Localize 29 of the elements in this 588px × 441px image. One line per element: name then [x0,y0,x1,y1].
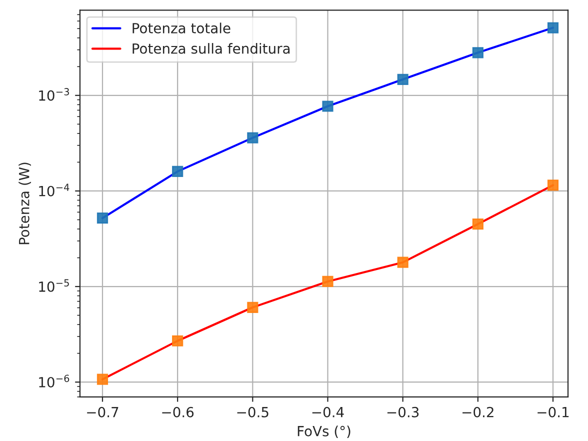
point [397,74,408,85]
y-tick-label: 10$^{−3}$ [39,88,69,101]
point [172,166,184,178]
point [96,374,108,385]
x-tick-label: −0.5 [237,406,268,418]
y-tick-label: 10$^{−6}$ [39,374,70,388]
x-tick-label: −0.4 [312,406,344,418]
x-tick-label: −0.6 [162,406,194,418]
point [247,302,258,313]
y-tick-label: 10$^{−4}$ [39,184,70,196]
x-tick-label: −0.2 [462,406,494,418]
point [397,256,408,268]
x-tick-label: −0.7 [87,406,118,418]
y-axis-title: Potenza (W) [18,162,31,244]
point [172,335,184,346]
legend-label: Potenza sulla fenditura [132,43,290,54]
point [472,47,484,58]
y-tick-label: 10$^{−5}$ [39,279,69,292]
point [322,276,334,288]
point [96,212,108,224]
point [547,22,559,34]
point [547,180,559,191]
point [247,132,258,144]
x-tick-label: −0.1 [538,406,569,418]
point [322,100,334,112]
legend-label: Potenza totale [132,22,230,34]
x-tick-label: −0.3 [387,406,419,418]
x-axis-title: FoVs (°) [298,426,350,438]
point [472,218,484,230]
